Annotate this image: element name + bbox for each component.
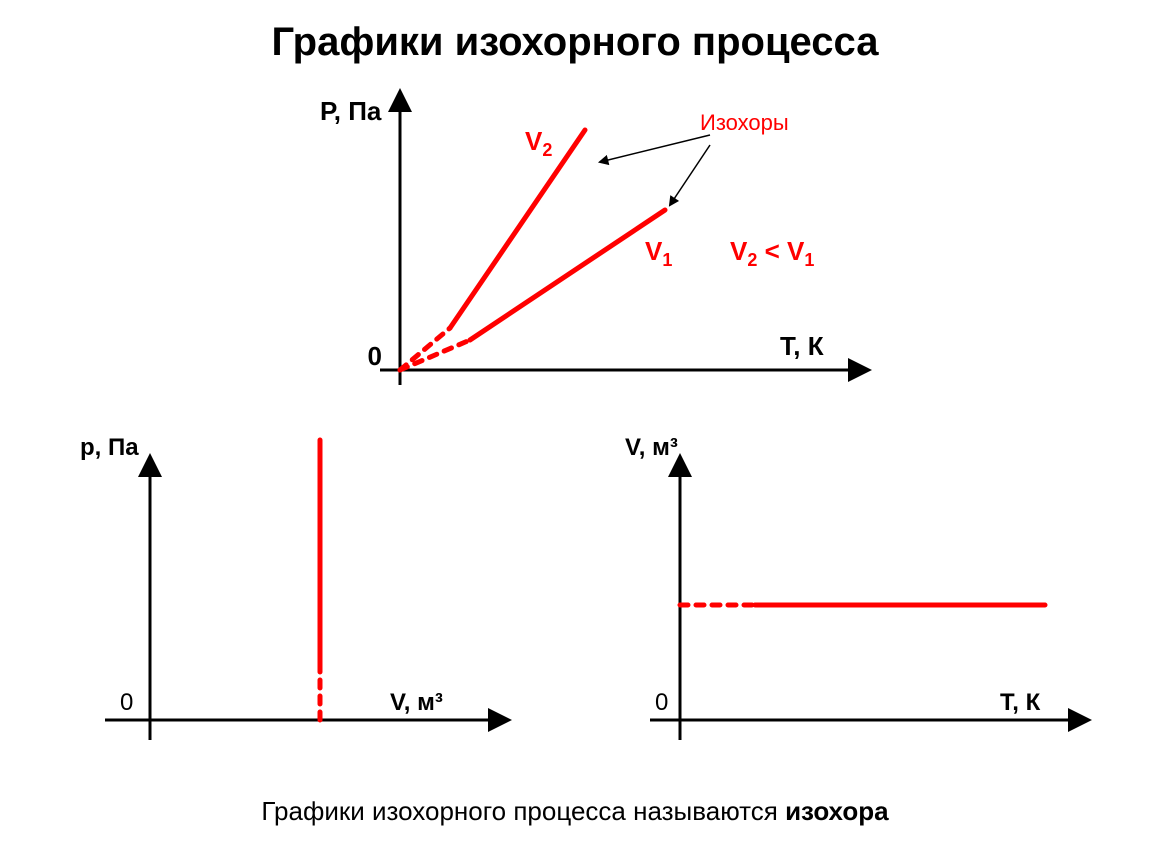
page-title: Графики изохорного процесса — [271, 20, 879, 64]
chart-pt-x-label: Т, К — [780, 331, 824, 361]
chart-vt: 0 Т, К V, м³ — [625, 434, 1080, 740]
chart-pt-line-v1-dashed — [400, 340, 470, 370]
chart-vt-origin-label: 0 — [655, 689, 668, 716]
chart-pv-y-label: р, Па — [80, 434, 139, 461]
chart-pt-annotation: Изохоры — [700, 110, 789, 135]
chart-pt: 0 Т, К Р, Па V2 V1 Изохоры V2 < V1 — [320, 96, 860, 385]
chart-pt-callout-2 — [670, 145, 710, 205]
chart-vt-y-label: V, м³ — [625, 434, 678, 461]
chart-pt-comparison: V2 < V1 — [730, 236, 814, 270]
chart-pt-label-v1: V1 — [645, 236, 672, 270]
chart-pt-callout-1 — [600, 135, 710, 162]
chart-pt-label-v2: V2 — [525, 126, 552, 160]
chart-pv-origin-label: 0 — [120, 689, 133, 716]
page-subtitle: Графики изохорного процесса называются и… — [261, 796, 889, 826]
page-subtitle-prefix: Графики изохорного процесса называются — [261, 796, 785, 826]
chart-pv-x-label: V, м³ — [390, 689, 443, 716]
chart-vt-x-label: Т, К — [1000, 689, 1041, 716]
chart-pt-origin-label: 0 — [368, 341, 382, 371]
chart-pt-line-v2-dashed — [400, 328, 450, 370]
page-subtitle-bold: изохора — [785, 796, 889, 826]
chart-pv: 0 V, м³ р, Па — [80, 434, 500, 740]
page: Графики изохорного процесса 0 Т, К Р, Па… — [0, 0, 1150, 864]
chart-pt-y-label: Р, Па — [320, 96, 382, 126]
chart-pt-line-v1 — [470, 210, 665, 340]
chart-pt-line-v2 — [450, 130, 585, 328]
